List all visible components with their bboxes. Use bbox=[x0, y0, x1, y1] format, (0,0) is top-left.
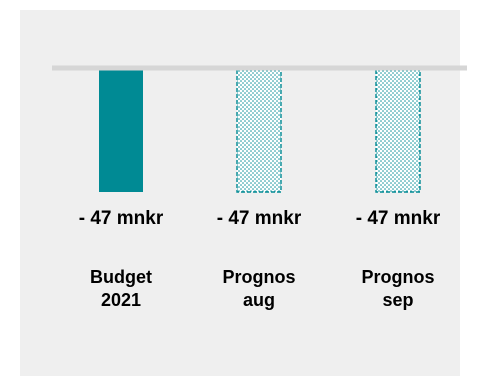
bars-group bbox=[99, 67, 421, 193]
category-label-0-line-1: 2021 bbox=[101, 290, 141, 310]
bar-0 bbox=[99, 68, 143, 192]
category-label-1-line-0: Prognos bbox=[222, 267, 295, 287]
category-label-0-line-0: Budget bbox=[90, 267, 152, 287]
labels-group: - 47 mnkr Budget 2021 - 47 mnkr Prognos aug - … bbox=[79, 208, 441, 310]
category-label-2-line-1: sep bbox=[382, 290, 413, 310]
value-label-2: - 47 mnkr bbox=[356, 208, 441, 229]
category-label-1-line-1: aug bbox=[243, 290, 275, 310]
bar-2 bbox=[375, 67, 421, 193]
bar-1 bbox=[236, 67, 282, 193]
category-label-2-line-0: Prognos bbox=[361, 267, 434, 287]
value-label-1: - 47 mnkr bbox=[217, 208, 302, 229]
value-label-0: - 47 mnkr bbox=[79, 208, 164, 229]
